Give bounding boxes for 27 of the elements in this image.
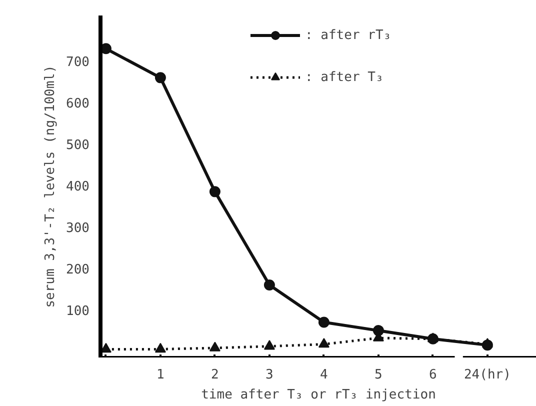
y-tick-label: 200 [66, 262, 90, 278]
x-tick-label: 24(hr) [464, 368, 511, 382]
x-tick-label: 6 [429, 368, 437, 382]
legend-label: : after rT₃ [305, 28, 392, 42]
point [264, 279, 275, 290]
legend-label: : after T₃ [305, 70, 384, 84]
y-tick-label: 500 [66, 138, 90, 154]
x-tick-label: 1 [156, 368, 164, 382]
point [318, 338, 330, 348]
point [264, 340, 275, 350]
x-tick-label: 3 [266, 368, 274, 382]
point [154, 72, 166, 84]
point [209, 342, 220, 352]
y-axis-title: serum 3,3'-T₂ levels (ng/100ml) [43, 65, 58, 308]
y-tick-label: 300 [66, 220, 90, 236]
x-axis-title: time after T₃ or rT₃ injection [201, 388, 436, 402]
x-tick-label: 5 [374, 368, 382, 382]
y-tick-label: 600 [66, 96, 90, 112]
y-tick-label: 400 [66, 179, 90, 194]
point [318, 316, 330, 328]
point [482, 338, 493, 348]
y-tick-label: 700 [66, 55, 90, 70]
x-tick-label: 2 [211, 368, 219, 382]
x-tick-label: 4 [320, 368, 328, 382]
point [209, 186, 220, 198]
point [154, 342, 166, 353]
y-tick-label: 100 [66, 304, 90, 319]
